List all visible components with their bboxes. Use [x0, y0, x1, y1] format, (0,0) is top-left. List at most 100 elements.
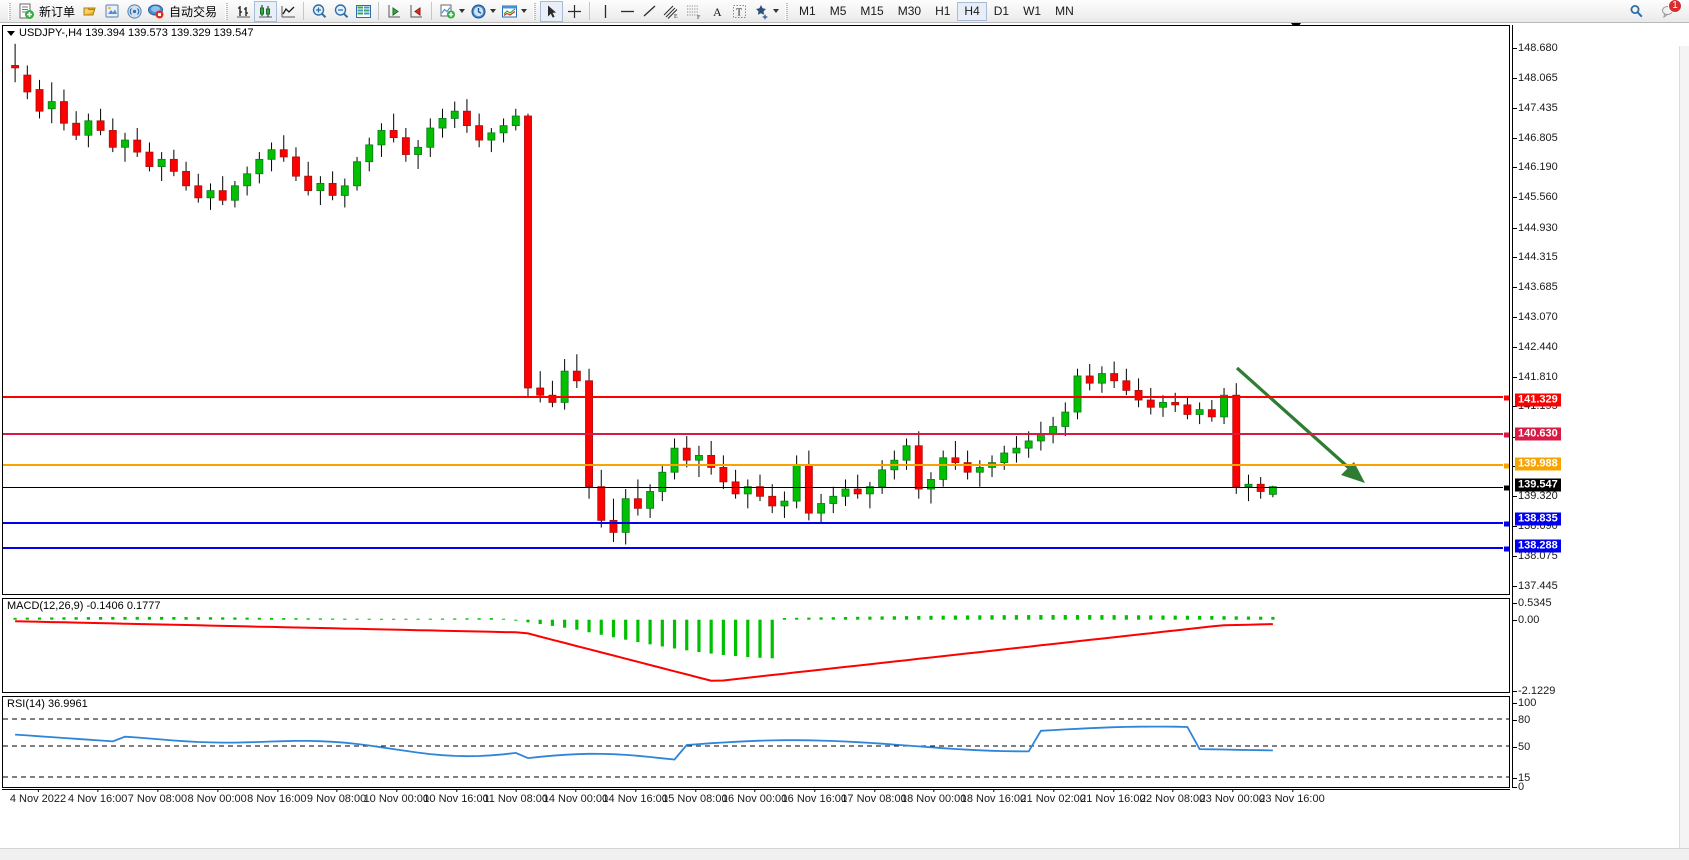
toolbar-separator [303, 2, 305, 20]
time-xtick-19: 22 Nov 08:00 [1139, 789, 1206, 805]
macd-pane[interactable]: MACD(12,26,9) -0.1406 0.1777 [2, 598, 1510, 693]
period-icon[interactable] [467, 1, 489, 22]
publish-icon[interactable] [101, 1, 123, 22]
rsi-ytick-50: 50 [1512, 741, 1531, 753]
chart-area[interactable]: USDJPY-,H4 139.394 139.573 139.329 139.5… [0, 23, 1689, 860]
shift-end-icon[interactable] [383, 1, 405, 22]
chart-menu-caret-icon[interactable] [7, 30, 15, 36]
tab-timeframe-m30[interactable]: M30 [897, 4, 922, 18]
crosshair-icon[interactable] [563, 1, 585, 22]
price-axis[interactable]: 148.680 148.065 147.435 146.805 146.190 145.5… [1512, 25, 1689, 793]
symbol-header[interactable]: USDJPY-,H4 139.394 139.573 139.329 139.5… [7, 27, 253, 39]
signals-icon[interactable] [123, 1, 145, 22]
svg-text:E: E [674, 14, 678, 20]
hline-icon[interactable] [616, 1, 638, 22]
tab-timeframe-h4[interactable]: H4 [957, 1, 987, 21]
templates-icon[interactable] [498, 1, 520, 22]
price-ytick-138-075: 138.075 [1513, 549, 1558, 562]
price-tag-support-level-2[interactable]: 138.288 [1515, 539, 1561, 553]
price-tag-current-price[interactable]: 139.547 [1515, 478, 1561, 492]
folder-icon[interactable] [79, 1, 101, 22]
rsi-pane[interactable]: RSI(14) 36.9961 [2, 696, 1510, 788]
fibonacci-icon[interactable]: F [683, 1, 706, 22]
notification-badge[interactable]: 1 [1668, 0, 1682, 13]
time-xtick-7: 10 Nov 16:00 [423, 789, 489, 805]
symbol-ohlc-label: USDJPY-,H4 139.394 139.573 139.329 139.5… [19, 27, 254, 39]
macd-chart-svg [13, 615, 1275, 682]
svg-text:T: T [736, 7, 742, 18]
price-line-138-288[interactable] [3, 547, 1509, 549]
shapes-chevron-down-icon[interactable] [773, 9, 780, 13]
horizontal-scrollbar[interactable] [0, 848, 1689, 860]
svg-text:A: A [713, 5, 722, 19]
time-xtick-11: 15 Nov 08:00 [662, 789, 728, 805]
toolbar-grip-3[interactable] [533, 2, 537, 20]
tab-timeframe-m15[interactable]: M15 [860, 4, 884, 18]
time-xtick-15: 18 Nov 00:00 [900, 789, 967, 805]
zoom-in-icon[interactable] [308, 1, 330, 22]
cursor-icon[interactable] [540, 0, 564, 22]
tab-timeframe-mn[interactable]: MN [1055, 4, 1074, 18]
price-tag-take-profit-level[interactable]: 141.329 [1515, 393, 1561, 407]
bar-chart-icon[interactable] [232, 1, 254, 22]
tab-timeframe-m1[interactable]: M1 [799, 4, 816, 18]
price-ytick-137-445: 137.445 [1513, 580, 1558, 592]
text-icon[interactable]: A [706, 1, 728, 22]
shapes-icon[interactable] [750, 1, 772, 22]
new-order-label[interactable]: 新订单 [39, 4, 76, 19]
price-line-138-835[interactable] [3, 522, 1509, 524]
vline-icon[interactable] [594, 1, 616, 22]
toolbar-grip-4[interactable] [785, 2, 789, 20]
new-order-button[interactable] [15, 1, 37, 22]
toolbar-grip-2[interactable] [225, 2, 229, 20]
trendline-icon[interactable] [638, 1, 660, 22]
price-tag-support-level-1[interactable]: 138.835 [1515, 512, 1561, 526]
label-icon[interactable]: T [728, 1, 750, 22]
price-ytick-147-435: 147.435 [1513, 101, 1558, 114]
price-line-141-329[interactable] [3, 396, 1509, 398]
trend-arrow-annotation [1235, 366, 1365, 483]
price-chart-svg [11, 43, 1365, 545]
price-ytick-139-320: 139.320 [1513, 490, 1558, 503]
tab-timeframe-m5[interactable]: M5 [829, 4, 847, 18]
tab-timeframe-h1[interactable]: H1 [935, 4, 951, 18]
price-ytick-145-560: 145.560 [1513, 191, 1558, 204]
add-indicator-chevron-down-icon[interactable] [459, 9, 466, 13]
search-icon[interactable] [1625, 1, 1647, 22]
price-tag-entry-level[interactable]: 139.988 [1515, 457, 1561, 471]
autotrading-label[interactable]: 自动交易 [169, 4, 218, 19]
price-line-140-630[interactable] [3, 433, 1509, 435]
autotrading-icon[interactable] [145, 1, 167, 22]
time-xtick-10: 14 Nov 16:00 [602, 789, 668, 805]
vertical-scrollbar[interactable] [1679, 46, 1689, 848]
price-line-139-988[interactable] [3, 464, 1509, 466]
price-tag-resistance-level[interactable]: 140.630 [1515, 427, 1561, 440]
time-xtick-8: 11 Nov 08:00 [483, 789, 549, 805]
time-xtick-6: 10 Nov 00:00 [363, 789, 429, 805]
rsi-label: RSI(14) 36.9961 [7, 698, 88, 710]
svg-text:F: F [697, 15, 701, 20]
tab-timeframe-d1[interactable]: D1 [993, 4, 1010, 18]
price-ytick-144-315: 144.315 [1513, 251, 1558, 264]
macd-ytick-2: -2.1229 [1512, 685, 1556, 697]
equidistant-channel-icon[interactable]: E [660, 1, 683, 22]
templates-chevron-down-icon[interactable] [521, 9, 528, 13]
auto-scroll-icon[interactable] [405, 1, 427, 22]
toolbar-grip[interactable] [8, 2, 11, 20]
zoom-out-icon[interactable] [330, 1, 352, 22]
period-chevron-down-icon[interactable] [490, 9, 497, 13]
time-xtick-17: 21 Nov 02:00 [1020, 789, 1086, 805]
line-chart-icon[interactable] [277, 1, 299, 22]
time-axis[interactable]: 4 Nov 2022 4 Nov 16:00 7 Nov 08:00 8 Nov 00… [2, 789, 1510, 811]
alerts-icon[interactable]: 1 [1657, 0, 1682, 22]
candlestick-icon[interactable] [254, 0, 278, 22]
time-xtick-4: 8 Nov 16:00 [247, 789, 307, 805]
tab-timeframe-w1[interactable]: W1 [1023, 4, 1042, 18]
price-pane[interactable]: USDJPY-,H4 139.394 139.573 139.329 139.5… [2, 25, 1510, 595]
add-indicator-icon[interactable] [436, 1, 458, 22]
time-xtick-1: 4 Nov 16:00 [68, 789, 128, 805]
data-window-icon[interactable] [352, 1, 374, 22]
price-line-139-547[interactable] [3, 487, 1509, 488]
rsi-ytick-15: 15 [1512, 772, 1531, 784]
